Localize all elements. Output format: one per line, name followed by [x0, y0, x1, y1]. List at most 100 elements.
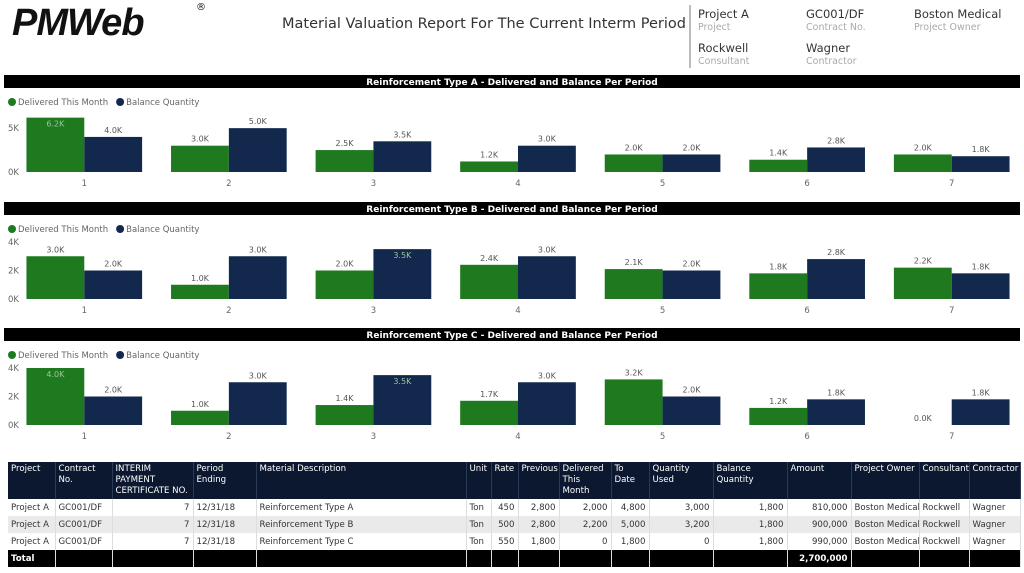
legend-marker [8, 351, 16, 359]
total-cell [112, 550, 194, 567]
charts: Reinforcement Type A - Delivered and Bal… [4, 75, 1020, 442]
legend-label: Delivered This Month [18, 351, 108, 361]
total-cell [491, 550, 519, 567]
info-label: Contract No. [806, 22, 866, 33]
column-header: Project Owner [851, 462, 920, 499]
table-cell: Project A [8, 499, 56, 516]
value-label: 3.5K [393, 130, 412, 139]
bar [373, 375, 432, 425]
value-label: 3.0K [538, 245, 557, 254]
value-label: 3.0K [191, 135, 210, 144]
table-cell: Ton [466, 499, 492, 516]
legend-marker [8, 225, 16, 233]
table-cell: 1,800 [713, 533, 788, 550]
value-label: 3.2K [625, 368, 644, 377]
table-cell: 4,800 [611, 499, 650, 516]
value-label: 5.0K [249, 117, 268, 126]
x-tick-label: 5 [660, 179, 665, 189]
column-header: Material Description [256, 462, 467, 499]
table-cell: 500 [491, 516, 519, 533]
value-label: 2.0K [914, 143, 933, 152]
x-tick-label: 6 [804, 432, 809, 442]
table-cell: Ton [466, 533, 492, 550]
info-item: Rockwell Consultant [698, 41, 803, 67]
bar [518, 382, 576, 425]
table-row: Project A GC001/DF 7 12/31/18 Reinforcement … [8, 516, 1021, 533]
value-label: 2.8K [827, 248, 846, 257]
table-cell: Wagner [969, 516, 1021, 533]
table-cell: Boston Medical [851, 516, 920, 533]
table-cell: 900,000 [787, 516, 852, 533]
y-tick-label: 2K [8, 393, 19, 403]
column-header: Contractor [969, 462, 1021, 499]
legend-marker [116, 98, 125, 106]
y-tick-label: 5K [8, 124, 19, 134]
chart: Reinforcement Type A - Delivered and Bal… [4, 75, 1020, 189]
column-header: Delivered This Month [559, 462, 612, 499]
value-label: 3.5K [393, 377, 412, 386]
table-cell: Rockwell [919, 533, 970, 550]
y-tick-label: 0K [8, 421, 19, 431]
bar [26, 117, 85, 172]
bar [749, 407, 808, 425]
x-tick-label: 2 [226, 432, 231, 442]
info-item: Boston Medical Project Owner [914, 7, 1019, 33]
bar [604, 154, 663, 172]
bar [893, 154, 952, 172]
table-cell: GC001/DF [55, 533, 113, 550]
bar [171, 284, 229, 299]
bar [951, 273, 1010, 299]
total-cell [518, 550, 560, 567]
value-label: 1.8K [972, 145, 991, 154]
table-cell: 450 [491, 499, 519, 516]
total-cell [193, 550, 257, 567]
legend-label: Balance Quantity [126, 351, 199, 361]
bar [84, 136, 143, 172]
table-cell: Reinforcement Type C [256, 533, 467, 550]
y-tick-label: 0K [8, 168, 19, 178]
total-amount: 2,700,000 [787, 550, 852, 567]
table-cell: 7 [112, 499, 194, 516]
legend-label: Delivered This Month [18, 98, 108, 108]
bar [460, 400, 518, 425]
info-value: Wagner [806, 41, 851, 55]
bar [951, 156, 1010, 172]
x-tick-label: 1 [82, 179, 87, 189]
bar [84, 396, 143, 425]
value-label: 1.8K [972, 388, 991, 397]
bar [26, 368, 85, 425]
bar [518, 145, 576, 172]
table-cell: 12/31/18 [193, 499, 257, 516]
column-header: Period Ending [193, 462, 257, 499]
value-label: 1.4K [336, 394, 355, 403]
x-tick-label: 3 [371, 179, 376, 189]
table-cell: 810,000 [787, 499, 852, 516]
table-cell: 990,000 [787, 533, 852, 550]
table-cell: 7 [112, 516, 194, 533]
bar [951, 399, 1010, 425]
bar [518, 256, 576, 299]
table-cell: Reinforcement Type B [256, 516, 467, 533]
column-header: Balance Quantity [713, 462, 788, 499]
table-cell: Ton [466, 516, 492, 533]
value-label: 2.1K [625, 258, 644, 267]
value-label: 3.0K [249, 245, 268, 254]
table-cell: Wagner [969, 533, 1021, 550]
table-cell: 2,000 [559, 499, 612, 516]
value-label: 3.0K [249, 371, 268, 380]
chart-title-bar [4, 328, 1020, 341]
x-tick-label: 4 [515, 306, 520, 316]
total-label: Total [8, 550, 56, 567]
info-value: Project A [698, 7, 749, 21]
total-cell [559, 550, 612, 567]
x-tick-label: 6 [804, 179, 809, 189]
column-header: Project [8, 462, 56, 499]
column-header: Amount [787, 462, 852, 499]
info-item: Wagner Contractor [806, 41, 911, 67]
bar [604, 269, 663, 299]
bar [460, 161, 518, 172]
column-header: INTERIM PAYMENT CERTIFICATE NO. [112, 462, 194, 499]
bar [228, 256, 287, 299]
value-label: 1.8K [972, 262, 991, 271]
x-tick-label: 7 [949, 306, 954, 316]
